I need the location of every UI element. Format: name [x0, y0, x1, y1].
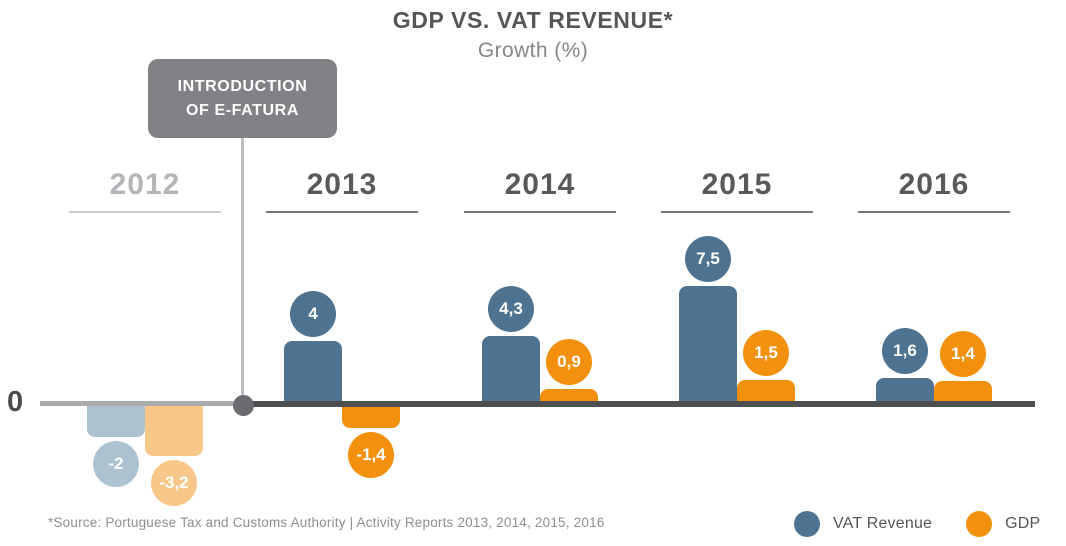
bar-2015-gdp	[737, 379, 795, 403]
efatura-annotation-box: INTRODUCTION OF E-FATURA	[148, 59, 337, 138]
chart-title: GDP VS. VAT REVENUE*	[392, 7, 674, 33]
value-label-2016-vat-revenue: 1,6	[882, 328, 928, 375]
legend-item-vat-revenue: VAT Revenue	[794, 511, 932, 537]
vat-revenue-swatch-icon	[794, 511, 820, 537]
value-label-2013-gdp: -1,4	[348, 431, 394, 478]
zero-axis-label: 0	[7, 386, 24, 418]
year-label-2016: 2016	[898, 168, 970, 201]
year-underline-2012	[69, 211, 221, 213]
annotation-axis-dot	[233, 395, 254, 416]
legend: VAT Revenue GDP	[794, 511, 1040, 537]
bar-2016-vat-revenue	[876, 378, 934, 403]
value-label-2012-vat-revenue: -2	[93, 441, 139, 488]
legend-label-vat-revenue: VAT Revenue	[833, 515, 933, 532]
value-label-2014-gdp: 0,9	[546, 338, 592, 385]
year-underline-2016	[858, 211, 1010, 213]
annotation-line-1: INTRODUCTION	[177, 78, 308, 96]
bar-2012-gdp	[145, 406, 203, 456]
year-underline-2014	[464, 211, 616, 213]
value-label-2014-vat-revenue: 4,3	[488, 285, 534, 332]
bar-2014-vat-revenue	[482, 335, 540, 403]
bar-2015-vat-revenue	[679, 286, 737, 403]
legend-item-gdp: GDP	[966, 511, 1040, 537]
zero-axis-pre-efatura	[40, 401, 243, 406]
bar-2013-vat-revenue	[284, 340, 342, 403]
gdp-swatch-icon	[966, 511, 993, 537]
value-label-2015-gdp: 1,5	[743, 329, 789, 376]
year-underline-2013	[266, 211, 418, 213]
year-underline-2015	[661, 211, 813, 213]
annotation-pointer-line	[241, 138, 244, 398]
zero-axis-post-efatura	[243, 401, 1035, 407]
value-label-2012-gdp: -3,2	[151, 459, 197, 506]
bar-2013-gdp	[342, 406, 400, 428]
year-label-2015: 2015	[701, 168, 773, 201]
chart-subtitle: Growth (%)	[477, 39, 589, 62]
bar-2012-vat-revenue	[87, 406, 145, 438]
value-label-2016-gdp: 1,4	[940, 331, 986, 378]
legend-label-gdp: GDP	[1005, 515, 1041, 532]
source-note: *Source: Portuguese Tax and Customs Auth…	[48, 515, 605, 530]
value-label-2013-vat-revenue: 4	[290, 290, 336, 337]
annotation-line-2: OF E-FATURA	[186, 101, 299, 119]
value-label-2015-vat-revenue: 7,5	[685, 236, 731, 282]
bar-2014-gdp	[540, 388, 598, 403]
title-block: GDP VS. VAT REVENUE* Growth (%)	[0, 7, 1066, 63]
year-label-2012: 2012	[109, 168, 181, 201]
bar-2016-gdp	[934, 381, 992, 403]
year-label-2013: 2013	[306, 168, 378, 201]
year-label-2014: 2014	[504, 168, 576, 201]
